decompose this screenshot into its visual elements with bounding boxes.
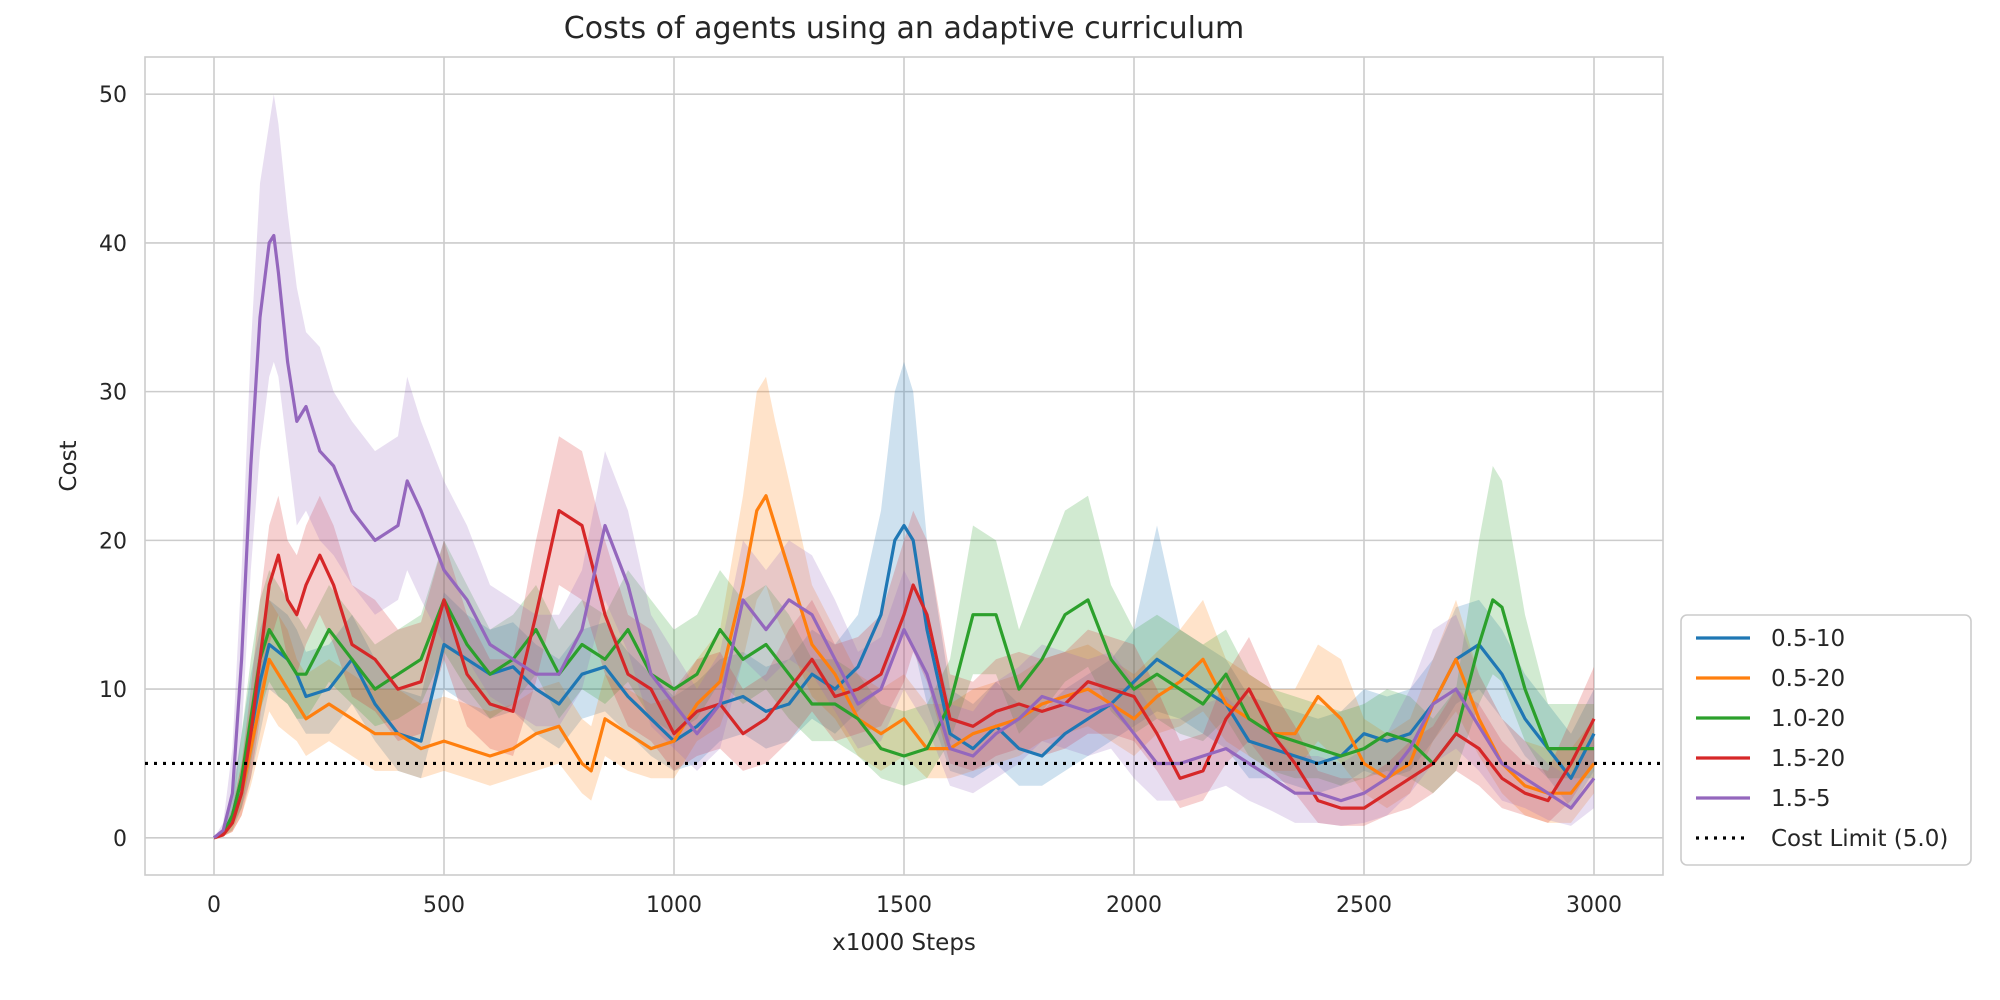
y-tick-label: 40 <box>99 232 127 257</box>
y-axis-label: Cost <box>56 440 82 491</box>
y-tick-label: 50 <box>99 83 127 108</box>
y-tick-label: 20 <box>99 529 127 554</box>
x-tick-label: 0 <box>207 893 221 918</box>
y-tick-label: 10 <box>99 678 127 703</box>
series-line-1.5-20 <box>213 509 1596 840</box>
band-1.5-20 <box>214 436 1594 838</box>
x-tick-label: 1500 <box>876 893 932 918</box>
chart-title: Costs of agents using an adaptive curric… <box>564 11 1244 46</box>
legend-label: 1.5-20 <box>1771 746 1845 772</box>
legend: 0.5-10 0.5-20 1.0-20 1.5-20 1.5-5 Cost Limit … <box>1680 614 1972 866</box>
legend-label: 0.5-20 <box>1771 666 1845 692</box>
legend-label: 1.0-20 <box>1771 706 1845 732</box>
series-lines <box>212 233 1596 840</box>
band-0.5-20 <box>214 376 1594 838</box>
x-tick-labels: 0 500 1000 1500 2000 2500 3000 <box>207 893 1622 918</box>
legend-label: 0.5-10 <box>1771 626 1845 652</box>
series-line-0.5-10 <box>213 523 1596 840</box>
series-line-1.0-20 <box>213 598 1594 840</box>
x-axis-label: x1000 Steps <box>832 930 976 956</box>
series-line-1.5-5 <box>212 233 1596 840</box>
legend-label: Cost Limit (5.0) <box>1771 826 1948 852</box>
x-tick-label: 1000 <box>646 893 702 918</box>
x-tick-label: 2500 <box>1336 893 1392 918</box>
y-tick-label: 0 <box>113 827 127 852</box>
band-1.0-20 <box>214 466 1594 838</box>
legend-label: 1.5-5 <box>1771 786 1831 812</box>
x-tick-label: 2000 <box>1106 893 1162 918</box>
x-tick-label: 500 <box>423 893 465 918</box>
legend-box <box>1680 614 1972 866</box>
y-tick-label: 30 <box>99 381 127 406</box>
band-1.5-5 <box>214 94 1594 838</box>
y-tick-labels: 0 10 20 30 40 50 <box>99 83 127 852</box>
x-tick-label: 3000 <box>1566 893 1622 918</box>
